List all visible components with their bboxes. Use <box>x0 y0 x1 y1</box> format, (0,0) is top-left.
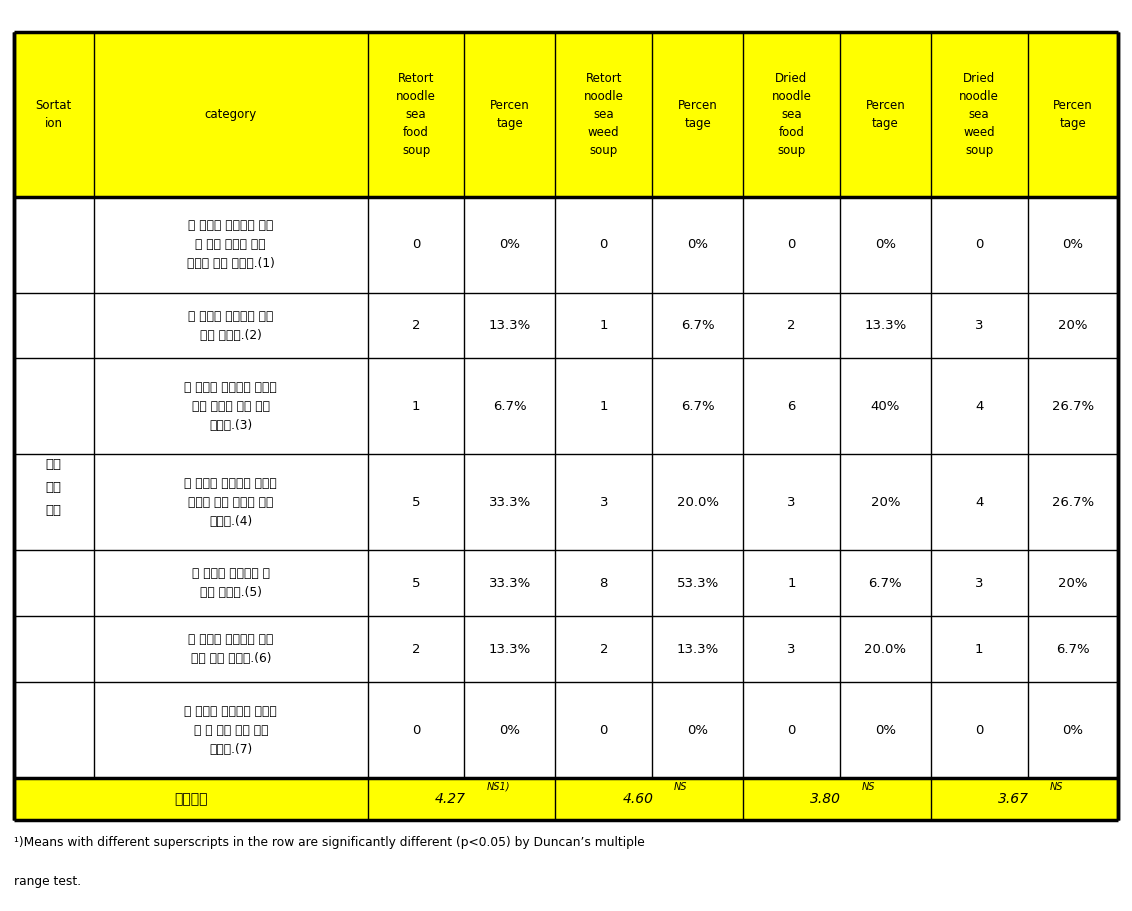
Text: 1: 1 <box>600 319 608 332</box>
Text: ¹)Means with different superscripts in the row are significantly different (p<0.: ¹)Means with different superscripts in t… <box>14 836 644 849</box>
Text: 이 제품이 출시되면 먹지
않을 것이다.(2): 이 제품이 출시되면 먹지 않을 것이다.(2) <box>188 310 274 342</box>
Text: 1: 1 <box>975 642 984 656</box>
Text: Dried
noodle
sea
food
soup: Dried noodle sea food soup <box>772 72 812 157</box>
Text: 3.80: 3.80 <box>811 792 841 806</box>
Text: NS: NS <box>675 782 687 792</box>
Text: 1: 1 <box>787 577 796 589</box>
Text: 13.3%: 13.3% <box>489 319 531 332</box>
Text: 6.7%: 6.7% <box>494 400 526 413</box>
Text: 8: 8 <box>600 577 608 589</box>
Text: 0: 0 <box>412 238 420 251</box>
Text: 0%: 0% <box>1063 238 1083 251</box>
Bar <box>14 778 1118 820</box>
Text: 3: 3 <box>600 496 608 509</box>
Text: 0%: 0% <box>687 238 709 251</box>
Text: 40%: 40% <box>871 400 900 413</box>
Text: 0: 0 <box>787 723 796 736</box>
Text: 0%: 0% <box>875 238 895 251</box>
Text: 6.7%: 6.7% <box>680 400 714 413</box>
Text: 이 제품이 출시되면 또
먹을 것이다.(5): 이 제품이 출시되면 또 먹을 것이다.(5) <box>191 568 269 599</box>
Text: 이 제품이 출시되면 먹기는
먹지만 굴이 찾지는 않을
것이다.(4): 이 제품이 출시되면 먹기는 먹지만 굴이 찾지는 않을 것이다.(4) <box>185 476 277 527</box>
Text: 3.67: 3.67 <box>997 792 1029 806</box>
Text: 4: 4 <box>975 496 984 509</box>
Text: 3: 3 <box>975 319 984 332</box>
Text: NS1): NS1) <box>487 782 509 792</box>
Text: 6.7%: 6.7% <box>1056 642 1090 656</box>
Text: 0: 0 <box>787 238 796 251</box>
Text: Dried
noodle
sea
weed
soup: Dried noodle sea weed soup <box>959 72 1000 157</box>
Text: 제품
구매
의사: 제품 구매 의사 <box>45 458 62 517</box>
Text: Sortat
ion: Sortat ion <box>35 98 71 129</box>
Text: 13.3%: 13.3% <box>864 319 907 332</box>
Text: Retort
noodle
sea
food
soup: Retort noodle sea food soup <box>396 72 436 157</box>
Text: 평균점수: 평균점수 <box>174 792 207 806</box>
Bar <box>14 550 1118 616</box>
Text: category: category <box>205 107 257 121</box>
Text: 2: 2 <box>787 319 796 332</box>
Text: 4.27: 4.27 <box>435 792 465 806</box>
Bar <box>14 292 1118 358</box>
Text: 0: 0 <box>600 723 608 736</box>
Text: 0%: 0% <box>499 723 521 736</box>
Text: 2: 2 <box>412 642 420 656</box>
Text: NS: NS <box>861 782 875 792</box>
Text: 2: 2 <box>600 642 608 656</box>
Text: Retort
noodle
sea
weed
soup: Retort noodle sea weed soup <box>584 72 624 157</box>
Bar <box>14 682 1118 778</box>
Text: 20%: 20% <box>871 496 900 509</box>
Text: 0: 0 <box>600 238 608 251</box>
Text: Percen
tage: Percen tage <box>678 98 718 129</box>
Text: 20.0%: 20.0% <box>865 642 907 656</box>
Text: NS: NS <box>1049 782 1063 792</box>
Text: 6: 6 <box>787 400 796 413</box>
Text: 13.3%: 13.3% <box>489 642 531 656</box>
Text: 3: 3 <box>975 577 984 589</box>
Text: 이 제품이 출시되면 어째
수 없이 먹어야 하면
이것을 먹을 것이다.(1): 이 제품이 출시되면 어째 수 없이 먹어야 하면 이것을 먹을 것이다.(1) <box>187 220 275 271</box>
Text: 20%: 20% <box>1058 319 1088 332</box>
Text: 6.7%: 6.7% <box>680 319 714 332</box>
Text: range test.: range test. <box>14 875 80 887</box>
Bar <box>14 32 1118 197</box>
Text: 6.7%: 6.7% <box>868 577 902 589</box>
Bar <box>14 197 1118 292</box>
Text: 이 제품이 출시되면 마음에
들지 않으나 가끄 먹을
것이다.(3): 이 제품이 출시되면 마음에 들지 않으나 가끄 먹을 것이다.(3) <box>185 381 277 432</box>
Text: 0: 0 <box>975 723 984 736</box>
Text: 33.3%: 33.3% <box>489 496 531 509</box>
Text: 3: 3 <box>787 496 796 509</box>
Text: 5: 5 <box>412 577 420 589</box>
Bar <box>14 358 1118 455</box>
Text: 0%: 0% <box>875 723 895 736</box>
Text: 53.3%: 53.3% <box>677 577 719 589</box>
Text: Percen
tage: Percen tage <box>1053 98 1092 129</box>
Text: Percen
tage: Percen tage <box>866 98 906 129</box>
Bar <box>14 616 1118 682</box>
Text: 이 제품이 출시되면 매우
자주 먹을 것이다.(6): 이 제품이 출시되면 매우 자주 먹을 것이다.(6) <box>188 633 274 665</box>
Text: 0%: 0% <box>687 723 709 736</box>
Text: 2: 2 <box>412 319 420 332</box>
Text: 3: 3 <box>787 642 796 656</box>
Text: 5: 5 <box>412 496 420 509</box>
Text: 이 제품이 출시되면 기회가
될 때 마다 매번 먹을
것이다.(7): 이 제품이 출시되면 기회가 될 때 마다 매번 먹을 것이다.(7) <box>185 704 277 755</box>
Text: 1: 1 <box>600 400 608 413</box>
Bar <box>14 455 1118 550</box>
Text: 0%: 0% <box>499 238 521 251</box>
Text: 20%: 20% <box>1058 577 1088 589</box>
Text: 20.0%: 20.0% <box>677 496 719 509</box>
Text: 13.3%: 13.3% <box>677 642 719 656</box>
Text: 26.7%: 26.7% <box>1052 496 1094 509</box>
Text: 4.60: 4.60 <box>623 792 653 806</box>
Text: 0%: 0% <box>1063 723 1083 736</box>
Text: 1: 1 <box>412 400 420 413</box>
Text: 0: 0 <box>412 723 420 736</box>
Text: 33.3%: 33.3% <box>489 577 531 589</box>
Text: 4: 4 <box>975 400 984 413</box>
Text: 0: 0 <box>975 238 984 251</box>
Text: 26.7%: 26.7% <box>1052 400 1094 413</box>
Text: Percen
tage: Percen tage <box>490 98 530 129</box>
